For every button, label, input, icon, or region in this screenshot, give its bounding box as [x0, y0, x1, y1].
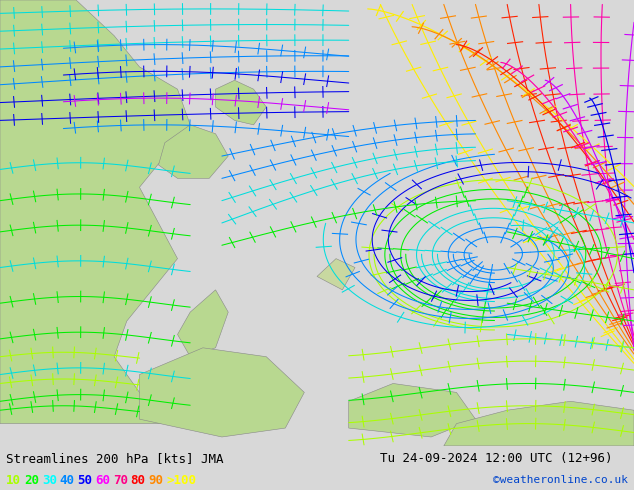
- Polygon shape: [158, 125, 228, 178]
- Text: 80: 80: [131, 474, 146, 487]
- Polygon shape: [178, 290, 228, 357]
- Polygon shape: [444, 401, 634, 446]
- Polygon shape: [139, 348, 304, 437]
- Text: 30: 30: [42, 474, 57, 487]
- Text: 50: 50: [77, 474, 93, 487]
- Polygon shape: [317, 259, 355, 290]
- Text: 10: 10: [6, 474, 22, 487]
- Polygon shape: [216, 80, 266, 125]
- Text: 90: 90: [148, 474, 164, 487]
- Text: 20: 20: [24, 474, 39, 487]
- Polygon shape: [0, 0, 190, 423]
- Polygon shape: [203, 366, 241, 410]
- Polygon shape: [349, 384, 476, 437]
- Text: >100: >100: [166, 474, 196, 487]
- Text: ©weatheronline.co.uk: ©weatheronline.co.uk: [493, 475, 628, 485]
- Text: 70: 70: [113, 474, 128, 487]
- Text: 40: 40: [60, 474, 75, 487]
- Text: Tu 24-09-2024 12:00 UTC (12+96): Tu 24-09-2024 12:00 UTC (12+96): [380, 452, 613, 465]
- Text: 60: 60: [95, 474, 110, 487]
- Text: Streamlines 200 hPa [kts] JMA: Streamlines 200 hPa [kts] JMA: [6, 452, 224, 465]
